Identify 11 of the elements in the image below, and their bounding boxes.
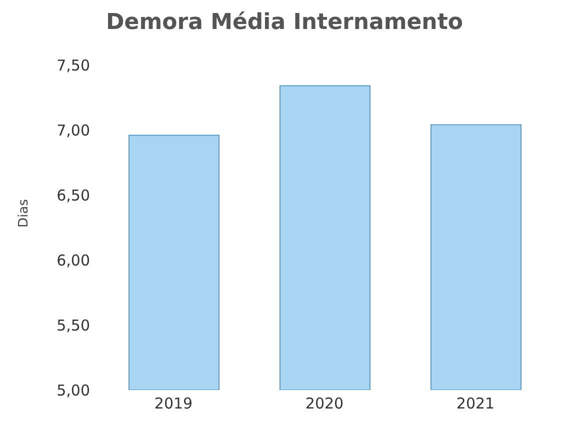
y-tick-label: 7,50 (56, 56, 90, 74)
x-tick-label: 2019 (154, 394, 193, 413)
chart-title: Demora Média Internamento (105, 10, 464, 37)
y-tick-label: 5,00 (56, 381, 90, 400)
y-axis-title: Dias (16, 198, 32, 228)
y-tick-label: 6,00 (56, 251, 90, 270)
y-tick-label: 6,50 (56, 186, 90, 204)
x-tick-label: 2020 (305, 394, 344, 413)
y-tick-label: 5,50 (56, 316, 90, 334)
x-tick-label: 2021 (456, 394, 495, 413)
y-tick-label: 7,00 (56, 121, 90, 140)
